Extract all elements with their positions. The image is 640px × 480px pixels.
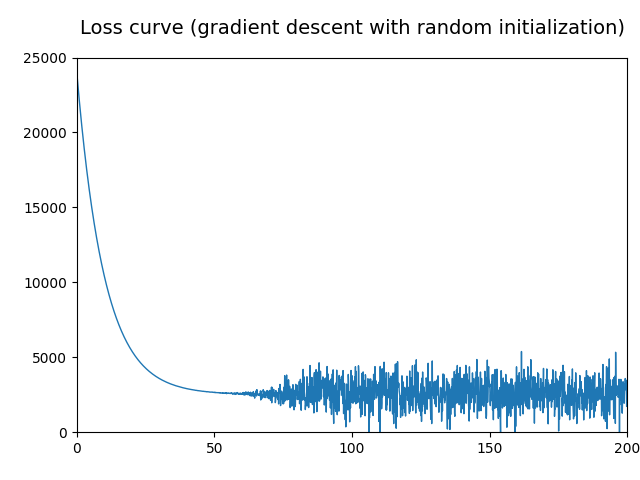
Title: Loss curve (gradient descent with random initialization): Loss curve (gradient descent with random… [79, 19, 625, 38]
